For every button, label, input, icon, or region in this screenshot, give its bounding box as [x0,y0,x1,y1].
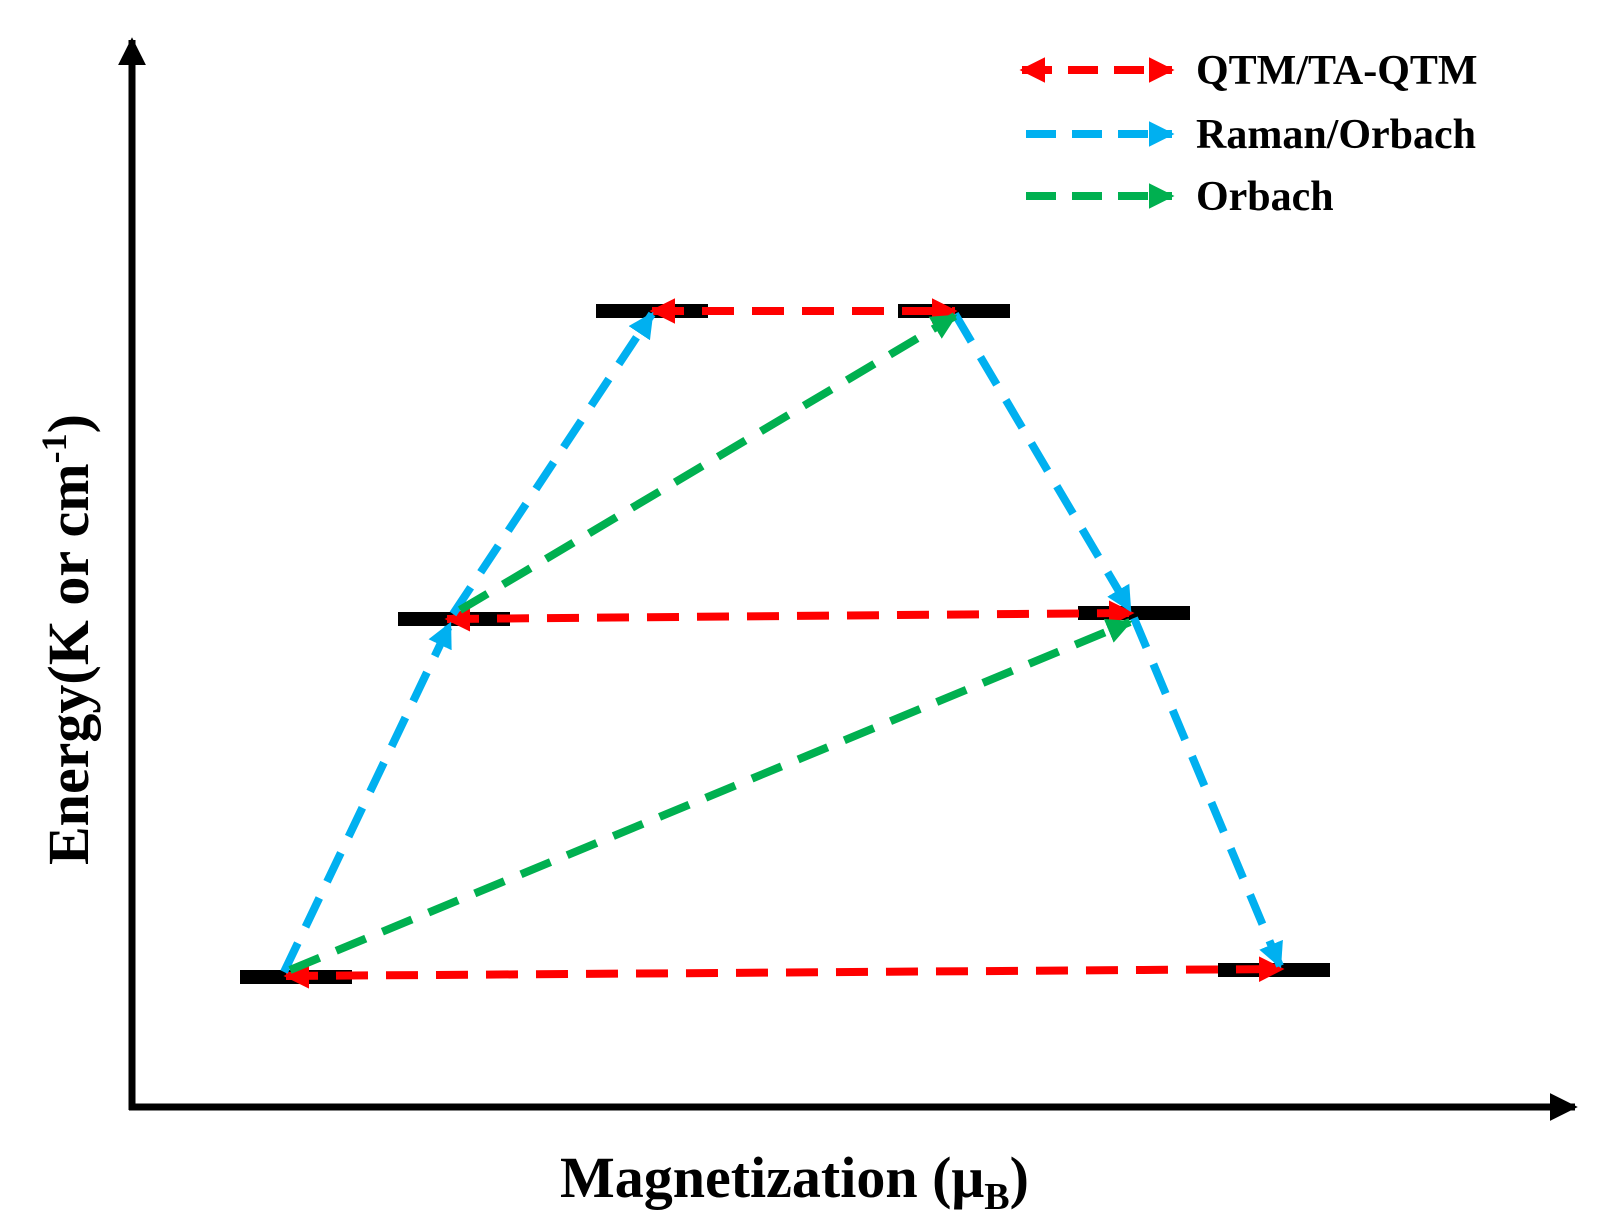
qtm-arrow-middle [444,600,1135,632]
orbach-arrow-ground-to-middle [288,618,1133,974]
x-axis-label: Magnetization (μB) [560,1145,1029,1218]
legend-label-raman: Raman/Orbach [1196,112,1476,158]
orbach-arrow-middle-to-top [457,312,958,614]
x-axis-label-main: Magnetization (μ [560,1145,984,1210]
x-axis-label-close: ) [1010,1145,1029,1210]
legend-item-qtm: QTM/TA-QTM [1019,48,1478,94]
raman-arrow-ground-to-middle [280,621,454,974]
middle-level-right [1078,606,1190,620]
legend-label-qtm: QTM/TA-QTM [1196,48,1478,94]
qtm-arrow-ground [283,956,1285,989]
y-axis-label-main: Energy(K or cm [36,463,101,865]
legend-item-raman: Raman/Orbach [1026,112,1476,158]
y-axis-label-close: ) [36,414,101,433]
raman-arrow-top-to-middle [951,311,1134,613]
raman-arrow-middle-to-top [449,311,656,617]
legend-label-orbach: Orbach [1196,174,1334,220]
y-axis-label: Energy(K or cm-1) [34,414,101,865]
legend-item-orbach: Orbach [1026,174,1334,220]
legend: QTM/TA-QTM Raman/Orbach Orbach [1019,48,1478,220]
x-axis-label-subscript: B [984,1176,1009,1218]
ground-level-right [1218,963,1330,977]
raman-arrow-middle-to-ground [1130,616,1284,969]
y-axis-label-superscript: -1 [34,433,74,463]
